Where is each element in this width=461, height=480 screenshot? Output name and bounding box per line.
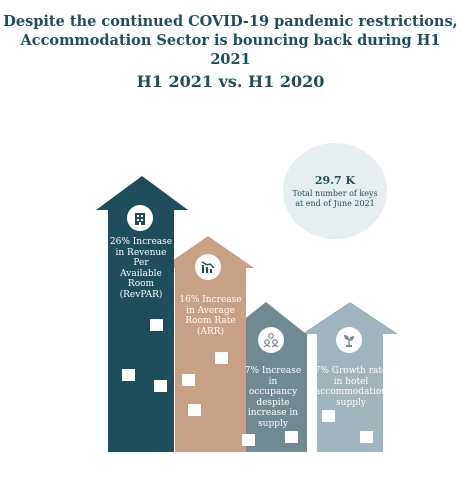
people-group-icon (258, 327, 284, 353)
house-average-room-rate (162, 236, 254, 452)
occupancy-label-line: occupancy (248, 387, 298, 397)
revpar-label-line: 26% Increase (109, 237, 173, 247)
infographic-title: Despite the continued COVID-19 pandemic … (0, 12, 461, 69)
occupancy-label-line: increase in (247, 408, 299, 418)
arr-label-line: in Average (186, 305, 235, 316)
window (215, 352, 228, 364)
total-keys-bubble: 29.7 K Total number of keys at end of Ju… (283, 143, 387, 239)
occupancy-label-line: in (268, 376, 278, 387)
occupancy-label-line: despite (256, 397, 290, 408)
revpar-label-line: Room (127, 279, 155, 289)
revpar-label-line: in Revenue (115, 247, 167, 258)
window (154, 380, 167, 392)
revpar-label-line: Per (133, 258, 149, 268)
house-occupancy (226, 302, 307, 452)
declining-chart-icon (195, 254, 221, 280)
window (150, 319, 163, 331)
arr-label-line: (ARR) (196, 326, 225, 337)
window (285, 431, 298, 443)
supply-growth-label-line: supply (336, 397, 366, 408)
window (360, 431, 373, 443)
hotel-building-icon (127, 205, 153, 231)
supply-growth-label: 7% Growth rate in hotel accommodation su… (313, 366, 389, 408)
occupancy-label: 7% Increase in occupancy despite increas… (239, 366, 307, 429)
supply-growth-label-line: accommodation (314, 387, 388, 397)
plant-sprout-icon (336, 327, 362, 353)
total-keys-desc-line-1: Total number of keys (292, 188, 378, 198)
window (242, 434, 255, 446)
arr-label: 16% Increase in Average Room Rate (ARR) (175, 295, 246, 337)
title-line-2: Accommodation Sector is bouncing back du… (20, 32, 441, 68)
total-keys-desc-line-2: at end of June 2021 (295, 198, 375, 208)
total-keys-value: 29.7 K (314, 173, 356, 187)
revpar-label-line: Available (120, 268, 162, 279)
window (322, 410, 335, 422)
occupancy-label-line: supply (258, 418, 288, 429)
window (122, 369, 135, 381)
window (188, 404, 201, 416)
comparison-subtitle: H1 2021 vs. H1 2020 (136, 72, 325, 91)
window (182, 374, 195, 386)
arr-label-line: 16% Increase (179, 295, 242, 305)
supply-growth-label-line: 7% Growth rate (314, 366, 388, 376)
revpar-label-line: (RevPAR) (119, 289, 163, 300)
total-keys-description: Total number of keys at end of June 2021 (286, 189, 383, 209)
title-line-1: Despite the continued COVID-19 pandemic … (3, 13, 458, 30)
arr-label-line: Room Rate (185, 316, 236, 326)
occupancy-label-line: 7% Increase (244, 366, 302, 376)
revpar-label: 26% Increase in Revenue Per Available Ro… (108, 237, 174, 300)
supply-growth-label-line: in hotel (333, 376, 369, 387)
